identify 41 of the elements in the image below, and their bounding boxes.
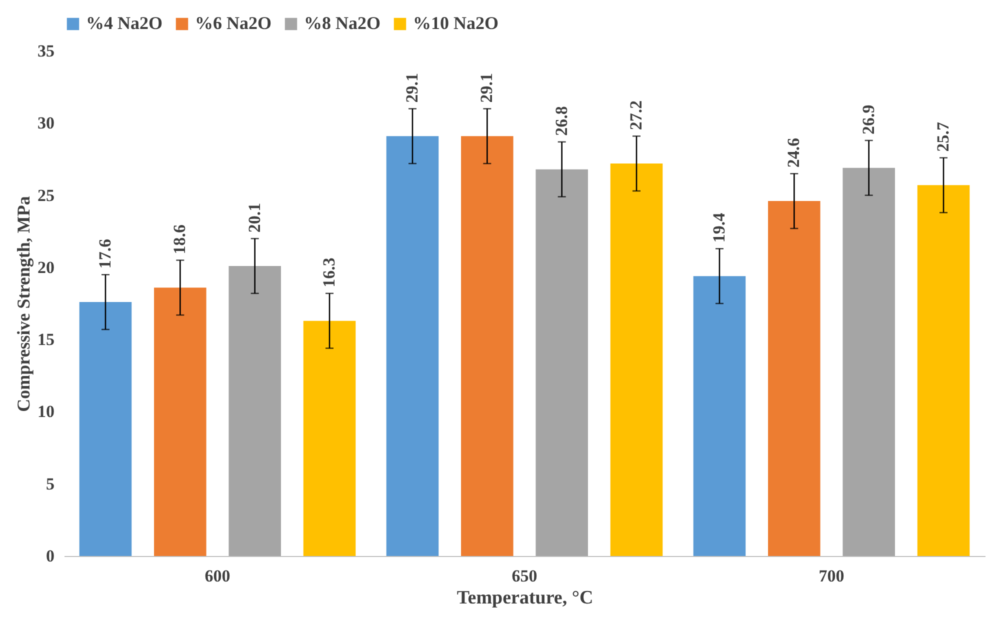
data-label: 20.1 — [244, 202, 264, 233]
bar — [917, 185, 970, 556]
x-tick-label: 700 — [818, 566, 844, 586]
x-tick-label: 650 — [512, 566, 538, 586]
y-tick-label: 25 — [38, 186, 54, 205]
data-label: 24.6 — [784, 138, 804, 168]
y-tick-label: 15 — [38, 330, 54, 350]
bar — [536, 169, 588, 556]
bar — [386, 136, 439, 556]
legend-label: %10 Na2O — [413, 13, 498, 33]
y-tick-label: 5 — [46, 474, 54, 494]
legend-label: %6 Na2O — [195, 13, 272, 33]
data-label: 19.4 — [709, 212, 728, 243]
data-label: 27.2 — [626, 100, 646, 130]
y-tick-label: 20 — [38, 258, 54, 277]
bar — [842, 168, 895, 556]
data-label: 29.1 — [477, 72, 496, 103]
data-label: 16.3 — [320, 258, 339, 288]
data-label: 26.9 — [858, 104, 878, 134]
data-label: 17.6 — [95, 238, 114, 269]
y-axis-title: Compressive Strength, MPa — [14, 196, 34, 412]
y-tick-label: 0 — [46, 546, 54, 566]
bar — [79, 302, 132, 556]
y-tick-label: 35 — [38, 42, 54, 60]
bar — [154, 288, 206, 556]
bar — [303, 320, 356, 556]
x-axis-title: Temperature, °C — [456, 588, 594, 608]
x-tick-label: 600 — [204, 566, 230, 586]
bar — [768, 201, 820, 556]
data-label: 18.6 — [170, 224, 190, 254]
legend-label: %4 Na2O — [86, 13, 162, 33]
bar — [693, 276, 746, 556]
y-tick-label: 10 — [38, 402, 54, 422]
bar — [610, 164, 663, 556]
data-label: 29.1 — [402, 72, 422, 103]
legend-label: %8 Na2O — [304, 13, 380, 33]
data-label: 25.7 — [934, 122, 953, 152]
y-tick-label: 30 — [38, 114, 54, 133]
bar — [228, 266, 281, 556]
bar — [461, 136, 514, 556]
data-label: 26.8 — [552, 106, 571, 136]
